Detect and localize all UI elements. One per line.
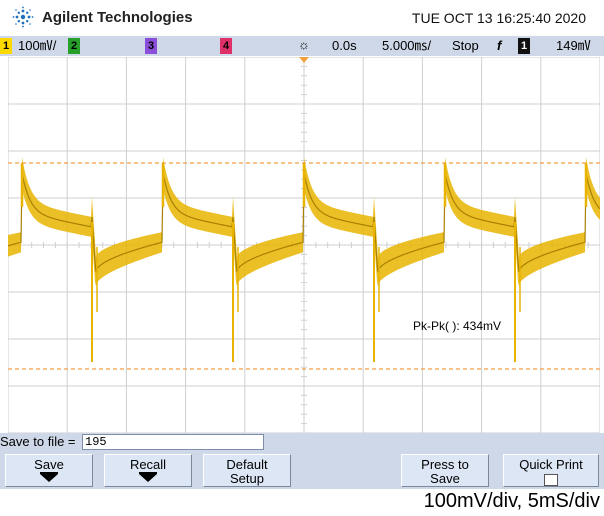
trigger-channel-badge[interactable]: 1 xyxy=(518,38,530,54)
agilent-spark-logo-icon xyxy=(12,6,34,28)
scale-caption: 100mV/div, 5mS/div xyxy=(423,490,600,512)
press-to-save-line-1: Press to xyxy=(421,457,469,472)
default-setup-softkey[interactable]: Default Setup xyxy=(203,454,291,487)
pk-pk-measurement: Pk-Pk( ): 434mV xyxy=(413,319,502,333)
waveform-graticule xyxy=(8,57,600,433)
save-label: Save xyxy=(34,457,64,472)
softkey-bar: Save Recall Default Setup Press to Save … xyxy=(0,451,604,489)
trace-envelope xyxy=(8,157,600,286)
trigger-edge-icon: f xyxy=(497,38,502,53)
trigger-level[interactable]: 149㎷ xyxy=(556,38,591,53)
status-bar: 1 100㎷/ 2 3 4 ☼ 0.0s 5.000㎳/ Stop f 1 14… xyxy=(0,36,604,56)
channel-3-badge[interactable]: 3 xyxy=(145,38,157,54)
save-to-file-label: Save to file = xyxy=(0,434,76,449)
quick-print-label: Quick Print xyxy=(519,457,583,472)
cursor-markers xyxy=(8,57,600,370)
header: Agilent Technologies TUE OCT 13 16:25:40… xyxy=(0,0,604,36)
recall-down-arrow-icon xyxy=(139,472,157,482)
run-state: Stop xyxy=(452,38,479,53)
file-name-field[interactable]: 195 xyxy=(82,434,264,450)
save-softkey[interactable]: Save xyxy=(5,454,93,487)
quick-print-softkey[interactable]: Quick Print xyxy=(503,454,599,487)
channel-1-scale[interactable]: 100㎷/ xyxy=(18,38,57,53)
date-time: TUE OCT 13 16:25:40 2020 xyxy=(411,10,586,26)
brand-name: Agilent Technologies xyxy=(42,9,193,26)
save-to-file-row: Save to file = 195 xyxy=(0,433,604,451)
recall-label: Recall xyxy=(129,457,167,472)
timebase[interactable]: 5.000㎳/ xyxy=(382,38,432,53)
graticule-grid xyxy=(8,57,600,433)
trigger-position-marker xyxy=(299,57,309,63)
time-offset[interactable]: 0.0s xyxy=(332,38,357,53)
press-to-save-softkey[interactable]: Press to Save xyxy=(401,454,489,487)
waveform-display: Pk-Pk( ): 434mV xyxy=(8,57,600,433)
recall-softkey[interactable]: Recall xyxy=(104,454,192,487)
save-down-arrow-icon xyxy=(40,472,58,482)
press-to-save-line-2: Save xyxy=(430,471,460,486)
default-setup-line-2: Setup xyxy=(230,471,264,486)
channel-1-trace xyxy=(8,157,600,362)
default-setup-line-1: Default xyxy=(226,457,268,472)
channel-4-badge[interactable]: 4 xyxy=(220,38,232,54)
channel-2-badge[interactable]: 2 xyxy=(68,38,80,54)
quick-print-checkbox[interactable] xyxy=(544,474,558,486)
channel-1-badge[interactable]: 1 xyxy=(0,38,12,54)
trigger-position-icon: ☼ xyxy=(298,37,310,52)
